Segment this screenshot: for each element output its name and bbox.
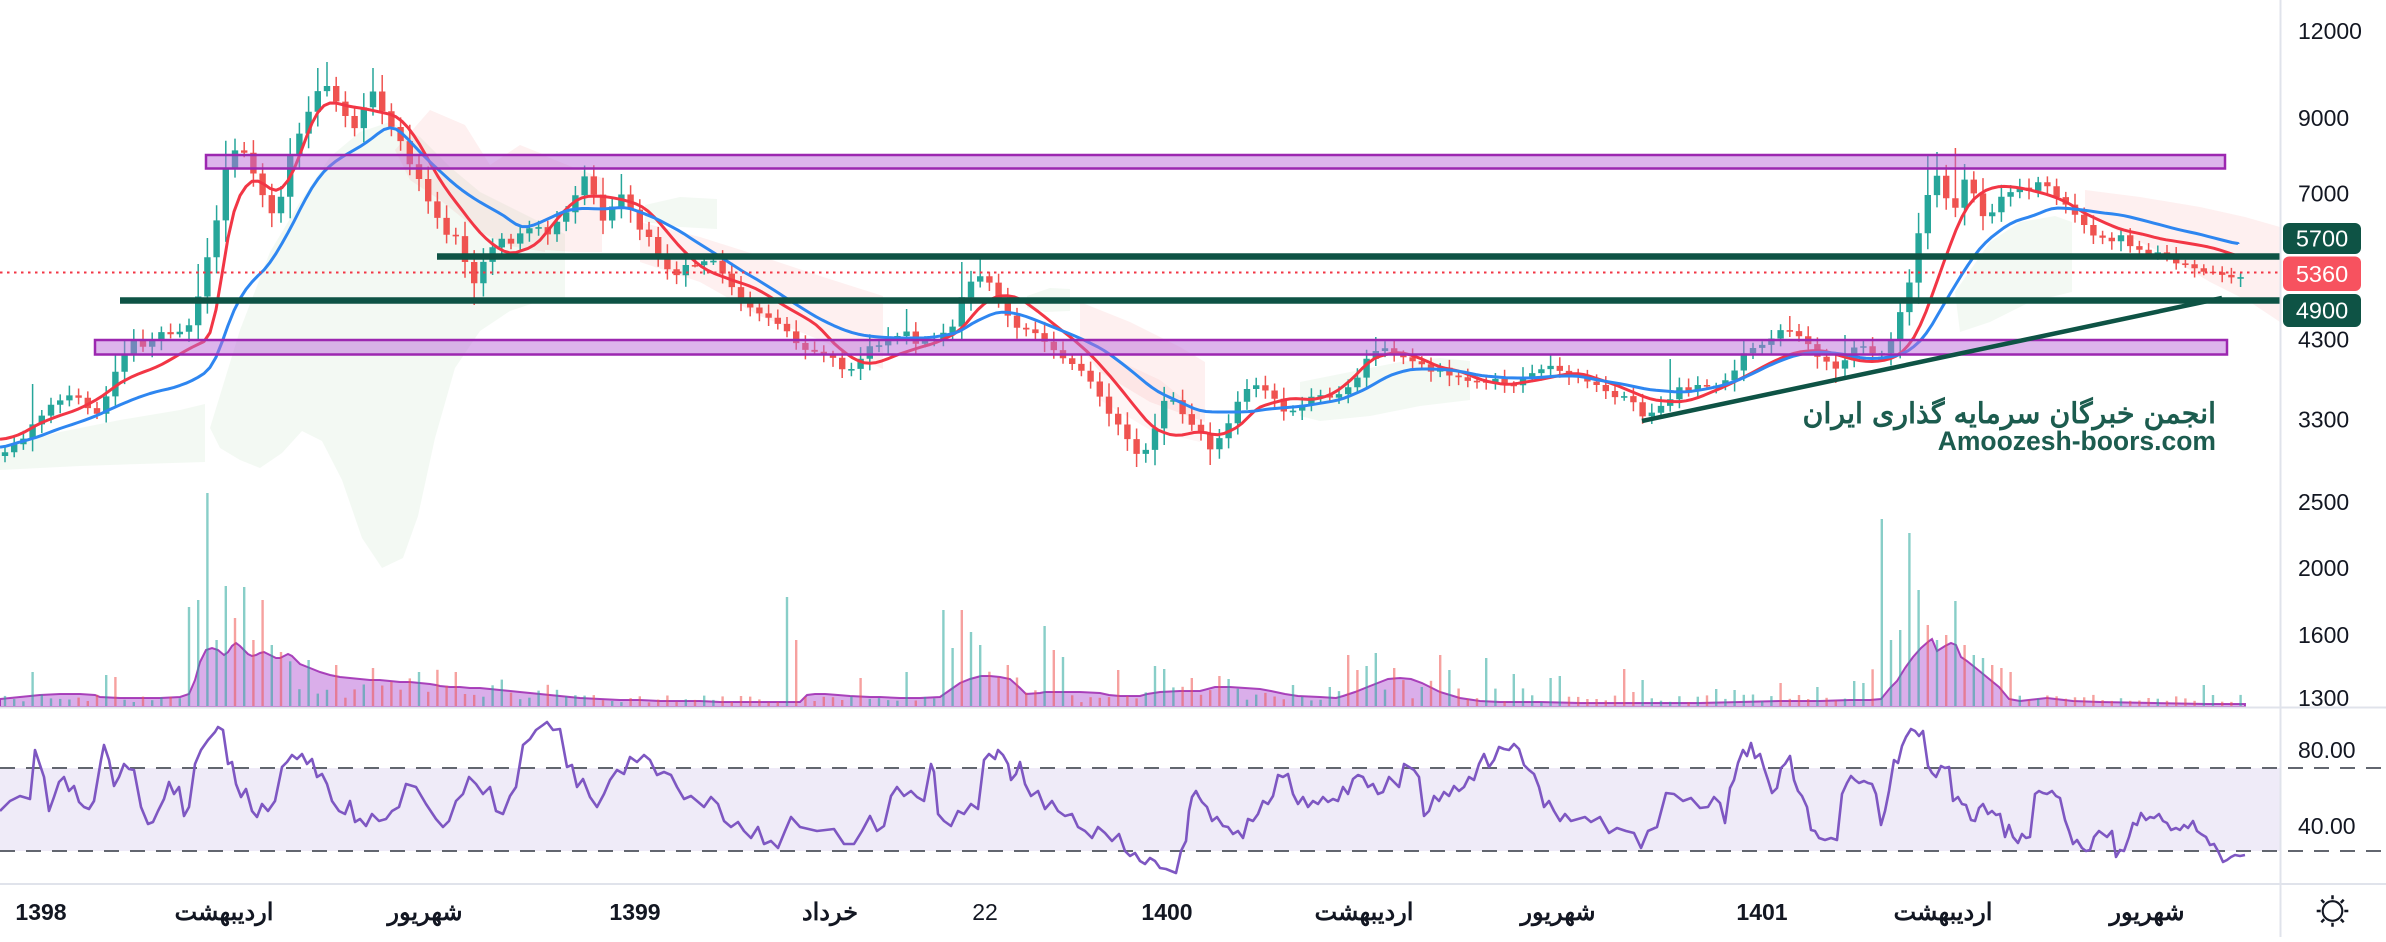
svg-text:1399: 1399 bbox=[609, 899, 660, 925]
svg-text:1400: 1400 bbox=[1141, 899, 1192, 925]
svg-text:80.00: 80.00 bbox=[2298, 737, 2356, 763]
svg-text:9000: 9000 bbox=[2298, 105, 2349, 131]
svg-text:2000: 2000 bbox=[2298, 555, 2349, 581]
svg-text:5360: 5360 bbox=[2296, 261, 2348, 287]
svg-text:1401: 1401 bbox=[1736, 899, 1787, 925]
svg-text:40.00: 40.00 bbox=[2298, 813, 2356, 839]
svg-text:2500: 2500 bbox=[2298, 489, 2349, 515]
svg-text:22: 22 bbox=[972, 899, 998, 925]
svg-text:3300: 3300 bbox=[2298, 407, 2349, 433]
svg-text:1300: 1300 bbox=[2298, 685, 2349, 711]
svg-text:4300: 4300 bbox=[2298, 327, 2349, 353]
svg-text:5700: 5700 bbox=[2296, 226, 2348, 252]
svg-text:4900: 4900 bbox=[2296, 298, 2348, 324]
svg-text:12000: 12000 bbox=[2298, 18, 2362, 44]
svg-text:7000: 7000 bbox=[2298, 181, 2349, 207]
svg-text:1600: 1600 bbox=[2298, 622, 2349, 648]
svg-text:Amoozesh-boors.com: Amoozesh-boors.com bbox=[1938, 426, 2216, 456]
svg-text:1398: 1398 bbox=[15, 899, 66, 925]
